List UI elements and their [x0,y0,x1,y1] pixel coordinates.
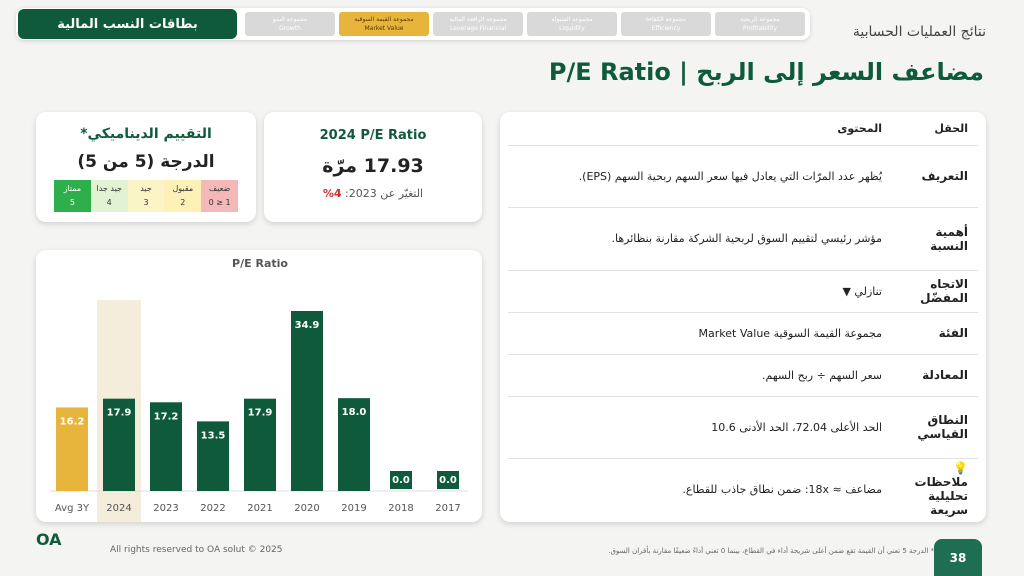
level-range: 5 [69,198,75,207]
label-box [437,471,459,489]
page-title: مضاعف السعر إلى الربح | P/E Ratio [548,58,984,86]
x-tick-label: 2017 [435,503,460,514]
content: الحد الأعلى 72.04، الحد الأدنى 10.6 [508,396,892,459]
level-name: ممتاز [63,184,82,193]
tab[interactable]: مجموعة القيمة السوقية Market Value [339,12,429,36]
tab[interactable]: مجموعة السيولة Liquidity [527,12,617,36]
table-header: المحتوى [508,112,892,146]
tab-label-en: Growth [279,25,301,32]
tab-label-ar: مجموعة النمو [272,16,308,23]
logo: OA [36,530,62,549]
field: الاتجاه المفضّل [892,270,978,313]
level-range: 4 [106,198,112,207]
field: الفئة [892,312,978,355]
value-label: 34.9 [295,320,320,331]
content: تنازلي ▼ [508,270,892,313]
kpi-value: 17.93 مرّة [322,155,424,177]
field: 💡 ملاحظات تحليلية سريعة [914,461,968,518]
content: مؤشر رئيسي لتقييم السوق لربحية الشركة مق… [508,207,892,271]
tab-label-ar: مجموعة الكفاءة [646,16,686,23]
value-label: 17.9 [248,408,273,419]
table: الحقل المحتوى التعريف يُظهر عدد المرّات ال… [508,112,978,520]
rating-level: جيد جدا 4 [90,180,128,212]
content: يُظهر عدد المرّات التي يعادل فيها سعر ال… [508,145,892,208]
tabs: مجموعة الربحية Profitability مجموعة الكفاء… [245,12,805,36]
tab-label-en: Profitability [742,25,778,32]
bar [56,407,88,491]
content: مضاعف ≈ 18x: ضمن نطاق جاذب للقطاع. [682,482,882,496]
tab-label-en: Market Value [364,25,404,32]
bar [197,421,229,491]
footnote: * الدرجة 5 تعني أن القيمة تقع ضمن أعلى ش… [608,547,934,555]
x-tick-label: 2020 [294,503,319,514]
kpi-change: 4% [322,187,342,200]
table-header: الحقل [892,112,978,146]
rating-score: الدرجة (5 من 5) [77,152,215,172]
tab-label-en: Leverage Financial [450,25,506,32]
bar [244,398,276,491]
page-number: 38 [934,539,982,576]
x-tick-label: 2018 [388,503,413,514]
level-name: جيد جدا [96,184,122,193]
kpi-card: 2024 P/E Ratio 17.93 مرّة التغيّر عن 202… [264,112,482,222]
x-tick-label: 2021 [247,503,272,514]
kpi-title: 2024 P/E Ratio [319,128,427,143]
tab[interactable]: مجموعة الكفاءة Efficiency [621,12,711,36]
bar [338,398,370,491]
tab-label-ar: مجموعة الرافعة المالية [449,16,507,23]
value-label: 16.2 [60,416,85,427]
level-range: 0 ≥ 1 [208,198,231,207]
tab[interactable]: مجموعة النمو Growth [245,12,335,36]
chart-title: P/E Ratio [232,257,288,270]
bar [291,311,323,491]
chart: P/E Ratio 16.2 Avg 3Y 17.9 2024 17.2 2023 13.5… [50,257,468,522]
tab[interactable]: مجموعة الرافعة المالية Leverage Financial [433,12,523,36]
bar [150,402,182,491]
copyright: All rights reserved to OA solut © 2025 [110,545,283,555]
level-range: 3 [143,198,149,207]
field: التعريف [892,145,978,208]
rating-level: ضعيف 0 ≥ 1 [201,180,238,212]
field: أهمية النسبة [892,207,978,271]
rating-title: التقييم الديناميكي* [80,126,212,142]
tab-label-en: Efficiency [651,25,681,32]
x-tick-label: Avg 3Y [55,503,90,514]
value-label: 13.5 [201,430,226,441]
x-tick-label: 2023 [153,503,178,514]
rating-scale: ضعيف 0 ≥ 1 مقبول 2 جيد 3 جيد جدا 4 ممتاز 5 [54,180,238,212]
value-label: 17.9 [107,408,132,419]
level-range: 2 [180,198,186,207]
label-box [390,471,412,489]
rating-card: التقييم الديناميكي* الدرجة (5 من 5) ضعيف… [36,112,256,222]
bar [103,398,135,491]
field: المعادلة [892,354,978,397]
tab-label-en: Liquidity [559,25,585,32]
x-tick-label: 2024 [106,503,131,514]
tab-label-ar: مجموعة القيمة السوقية [354,16,414,23]
table-card: الحقل المحتوى التعريف يُظهر عدد المرّات ال… [500,112,986,522]
field: النطاق القياسي [892,396,978,459]
rating-level: ممتاز 5 [54,180,91,212]
x-tick-label: 2019 [341,503,366,514]
level-name: ضعيف [208,184,231,193]
value-label: 18.0 [342,407,367,418]
x-tick-label: 2022 [200,503,225,514]
tab-label-ar: مجموعة الربحية [740,16,780,23]
value-label: 0.0 [392,475,410,486]
title-button[interactable]: بطاقات النسب المالية [18,9,237,39]
rating-level: مقبول 2 [164,180,202,212]
value-label: 17.2 [154,411,179,422]
content: سعر السهم ÷ ربح السهم. [508,354,892,397]
tab[interactable]: مجموعة الربحية Profitability [715,12,805,36]
value-label: 0.0 [439,475,457,486]
rating-level: جيد 3 [127,180,165,212]
level-name: جيد [140,184,152,193]
kpi-change-label: التغيّر عن 2023: [345,187,424,200]
section-label: نتائج العمليات الحسابية [852,24,986,40]
content: مجموعة القيمة السوقية Market Value [508,312,892,355]
chart-card: P/E Ratio 16.2 Avg 3Y 17.9 2024 17.2 2023 13.5… [36,250,482,522]
level-name: مقبول [172,184,194,193]
tab-label-ar: مجموعة السيولة [551,16,593,23]
